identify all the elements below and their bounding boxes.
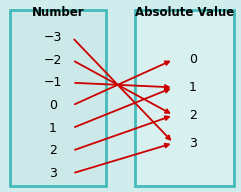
Text: −1: −1 <box>44 76 62 89</box>
Text: Number: Number <box>32 6 84 19</box>
Text: −3: −3 <box>44 31 62 44</box>
Text: 2: 2 <box>49 144 57 157</box>
Text: 3: 3 <box>189 137 197 150</box>
Bar <box>10 10 106 186</box>
Text: Absolute Value: Absolute Value <box>135 6 234 19</box>
Text: 0: 0 <box>189 53 197 66</box>
Text: 2: 2 <box>189 109 197 122</box>
Text: 3: 3 <box>49 167 57 180</box>
Text: 1: 1 <box>49 122 57 135</box>
Text: 0: 0 <box>49 99 57 112</box>
Bar <box>135 10 234 186</box>
Text: −2: −2 <box>44 54 62 67</box>
Text: 1: 1 <box>189 81 197 94</box>
